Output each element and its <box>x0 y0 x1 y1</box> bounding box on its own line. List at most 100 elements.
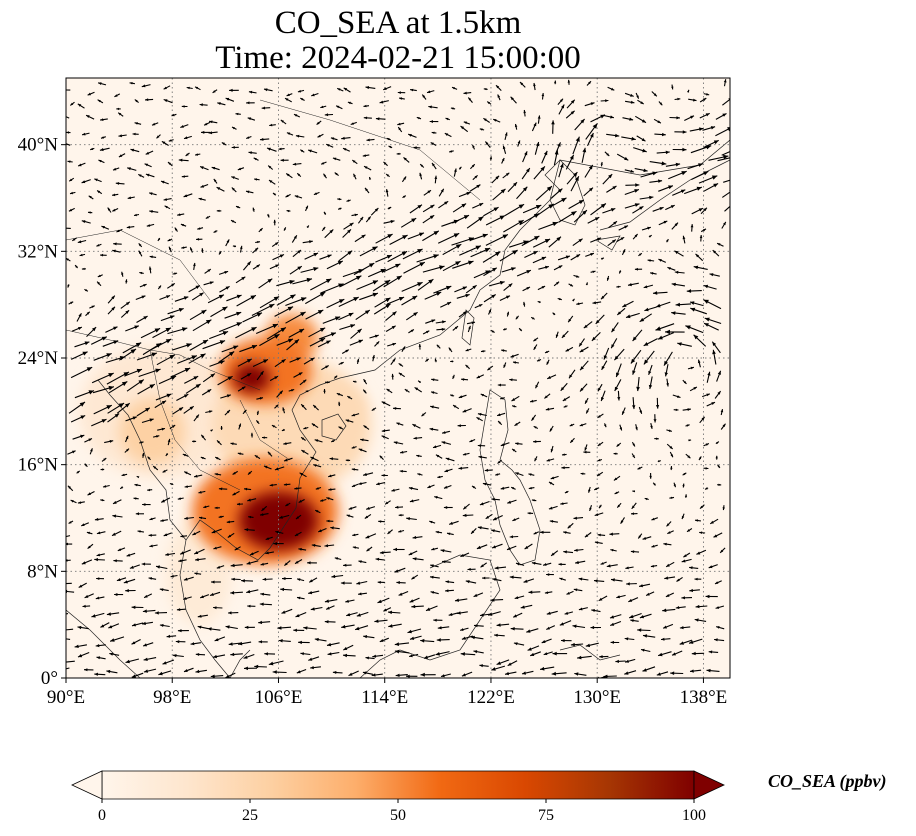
wind-arrow <box>189 339 209 351</box>
wind-arrow <box>624 188 640 196</box>
wind-arrow <box>443 506 453 509</box>
wind-arrow <box>152 435 160 438</box>
wind-arrow <box>134 122 142 125</box>
wind-arrow <box>496 659 510 666</box>
wind-arrow <box>108 381 128 394</box>
wind-arrow <box>221 142 227 146</box>
wind-arrow <box>375 254 393 263</box>
wind-arrow <box>691 207 704 215</box>
wind-arrow <box>125 325 139 332</box>
wind-arrow <box>274 404 279 409</box>
wind-arrow <box>74 341 90 348</box>
wind-arrow <box>71 237 78 242</box>
wind-arrow <box>82 604 91 608</box>
wind-arrow <box>492 578 502 582</box>
wind-arrow <box>143 657 157 661</box>
wind-arrow <box>227 611 239 615</box>
wind-arrow <box>124 368 143 377</box>
wind-arrow <box>276 294 296 306</box>
wind-arrow <box>96 531 106 535</box>
wind-arrow <box>242 261 252 271</box>
wind-arrow <box>167 161 173 167</box>
wind-arrow <box>96 243 102 247</box>
wind-arrow <box>655 397 660 409</box>
wind-arrow <box>142 609 156 613</box>
wind-arrow <box>118 153 126 158</box>
wind-arrow <box>670 671 684 675</box>
wind-arrow <box>325 605 335 610</box>
wind-arrow <box>569 423 575 427</box>
wind-arrow <box>642 536 652 540</box>
wind-arrow <box>148 192 157 196</box>
wind-arrow <box>658 101 663 106</box>
wind-arrow <box>614 491 620 495</box>
wind-arrow <box>417 473 423 476</box>
wind-arrow <box>497 420 503 426</box>
wind-arrow <box>139 441 144 444</box>
wind-arrow <box>423 189 432 196</box>
wind-arrow <box>104 439 114 444</box>
wind-arrow <box>375 557 385 561</box>
wind-arrow <box>176 608 186 612</box>
wind-arrow <box>76 312 82 322</box>
wind-arrow <box>398 513 404 517</box>
wind-arrow <box>523 578 535 583</box>
wind-arrow <box>477 526 489 530</box>
wind-arrow <box>625 566 634 570</box>
wind-arrow <box>722 505 725 511</box>
wind-arrow <box>399 97 405 100</box>
wind-arrow <box>247 117 256 121</box>
wind-arrow <box>388 623 402 628</box>
wind-arrow <box>258 278 273 289</box>
wind-arrow <box>563 550 574 554</box>
wind-arrow <box>236 294 257 307</box>
wind-arrow <box>252 359 269 367</box>
wind-arrow <box>581 147 587 163</box>
wind-arrow <box>450 107 456 110</box>
wind-arrow <box>237 358 252 367</box>
wind-arrow <box>336 87 344 92</box>
wind-arrow <box>716 242 724 247</box>
wind-arrow <box>473 624 484 628</box>
wind-arrow <box>133 213 140 217</box>
wind-arrow <box>417 380 422 384</box>
wind-arrow <box>213 230 218 233</box>
wind-arrow <box>201 248 204 253</box>
wind-arrow <box>715 113 727 120</box>
wind-arrow <box>592 301 602 305</box>
wind-arrow <box>330 137 338 141</box>
wind-arrow <box>487 365 494 371</box>
wind-arrow <box>176 355 198 364</box>
wind-arrow <box>307 561 317 565</box>
wind-arrow <box>546 610 558 615</box>
wind-arrow <box>308 327 326 338</box>
wind-arrow <box>681 558 692 563</box>
wind-arrow <box>211 528 222 534</box>
wind-arrow <box>613 452 618 455</box>
wind-arrow <box>308 577 318 583</box>
wind-arrow <box>285 502 291 507</box>
wind-arrow <box>434 175 438 184</box>
wind-arrow <box>86 531 93 535</box>
wind-arrow <box>192 440 197 443</box>
wind-arrow <box>421 94 427 100</box>
wind-arrow <box>469 438 476 443</box>
wind-arrow <box>363 165 372 171</box>
wind-arrow <box>96 577 105 580</box>
wind-arrow <box>312 404 319 411</box>
wind-arrow <box>658 220 668 226</box>
wind-arrow <box>460 125 469 133</box>
wind-arrow <box>639 195 654 200</box>
latitude-axis: 0°8°N16°N24°N32°N40°N <box>18 135 66 689</box>
wind-arrow <box>573 588 583 592</box>
wind-arrow <box>121 473 128 477</box>
wind-arrow <box>642 634 656 638</box>
wind-arrow <box>209 120 218 124</box>
wind-arrow <box>235 205 241 209</box>
wind-arrow <box>260 562 269 566</box>
wind-arrow <box>665 592 675 598</box>
wind-arrow <box>469 233 488 242</box>
wind-arrow <box>488 308 492 315</box>
wind-arrow <box>188 285 201 293</box>
wind-arrow <box>643 350 655 365</box>
